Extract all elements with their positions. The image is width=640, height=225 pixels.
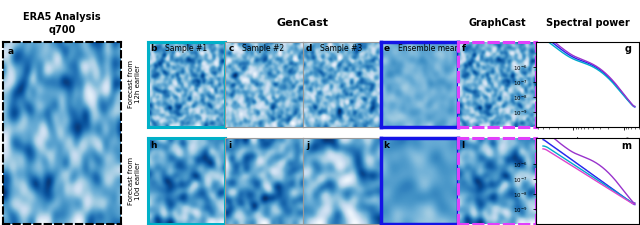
- Text: k: k: [384, 141, 390, 150]
- Text: GenCast: GenCast: [277, 18, 329, 28]
- Text: g: g: [625, 44, 632, 54]
- Text: Ensemble mean: Ensemble mean: [397, 44, 459, 53]
- Text: GraphCast: GraphCast: [468, 18, 526, 28]
- Text: c: c: [228, 44, 234, 53]
- Text: a: a: [8, 47, 14, 56]
- Text: Sample #3: Sample #3: [320, 44, 362, 53]
- Text: m: m: [621, 141, 632, 151]
- Text: i: i: [228, 141, 232, 150]
- Text: d: d: [306, 44, 312, 53]
- Text: b: b: [150, 44, 157, 53]
- Text: Sample #2: Sample #2: [243, 44, 284, 53]
- Text: Forecast from
12h earlier: Forecast from 12h earlier: [127, 60, 141, 108]
- Text: ERA5 Analysis
q700: ERA5 Analysis q700: [24, 12, 101, 35]
- Text: f: f: [461, 44, 465, 53]
- Text: e: e: [384, 44, 390, 53]
- Text: Spectral power: Spectral power: [545, 18, 629, 28]
- Text: Forecast from
10d earlier: Forecast from 10d earlier: [127, 157, 141, 205]
- Text: Sample #1: Sample #1: [164, 44, 207, 53]
- Text: j: j: [306, 141, 309, 150]
- Text: h: h: [150, 141, 157, 150]
- Text: l: l: [461, 141, 465, 150]
